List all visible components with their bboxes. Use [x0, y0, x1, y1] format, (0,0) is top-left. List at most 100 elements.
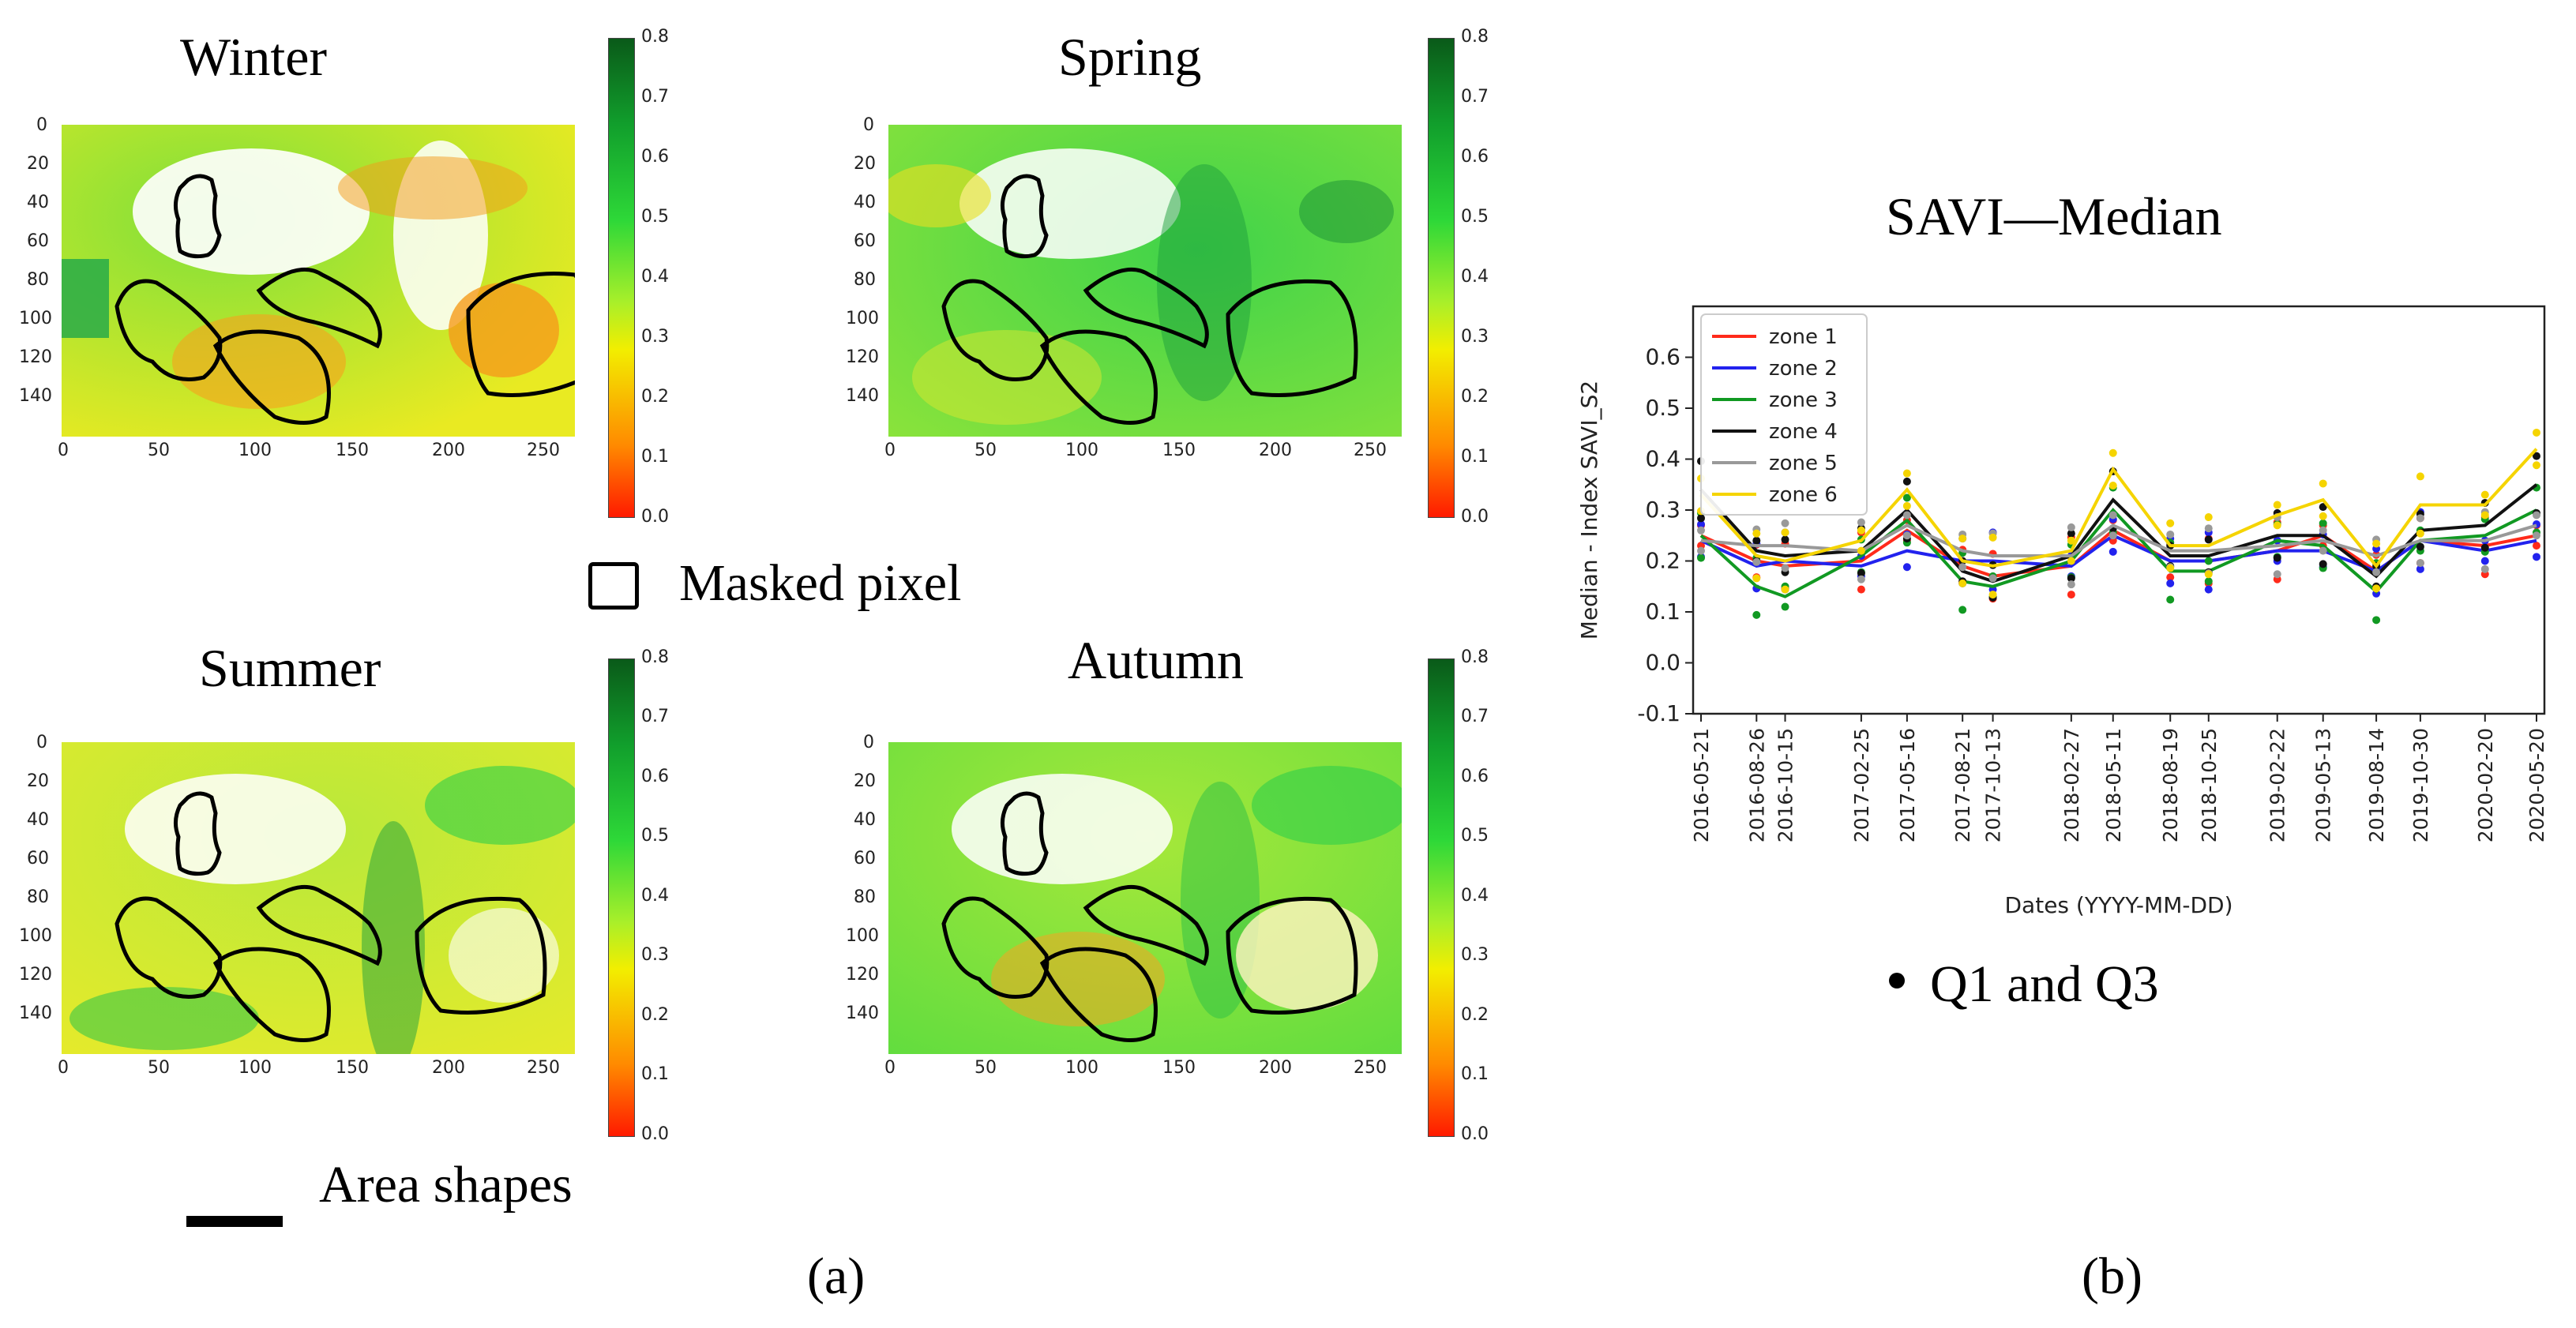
q1-point [1781, 585, 1789, 594]
x-tick: 50 [148, 441, 170, 460]
x-tick: 50 [974, 1058, 997, 1078]
x-tick: 150 [1162, 441, 1196, 460]
q3-point [1857, 526, 1865, 535]
q1-point [2319, 512, 2327, 520]
q3-point [2204, 524, 2213, 533]
y-tick: 140 [19, 1004, 52, 1023]
x-tick-label: 2016-08-26 [1745, 728, 1768, 842]
q1-point [1958, 563, 1967, 572]
q1-point [1958, 579, 1967, 587]
q1-point [2108, 547, 2117, 556]
x-tick-label: 2020-02-20 [2474, 728, 2497, 842]
y-tick: 100 [19, 926, 52, 946]
q1-point [2319, 560, 2327, 568]
legend-box [1700, 313, 1868, 516]
q1-point [2273, 570, 2281, 579]
x-tick-label: 2017-10-13 [1982, 728, 2005, 842]
colorbar-tick: 0.3 [1461, 327, 1489, 347]
y-tick: 120 [19, 965, 52, 985]
q3-point [2533, 511, 2540, 520]
q3-point [2533, 452, 2540, 460]
q1-point [1902, 563, 1911, 572]
colorbar-tick: 0.1 [641, 447, 669, 467]
y-tick: 120 [846, 965, 879, 985]
legend-label: zone 6 [1769, 483, 1838, 507]
colorbar-tick: 0.3 [641, 945, 669, 965]
colorbar-tick: 0.2 [1461, 1005, 1489, 1025]
q3-point [1958, 535, 1967, 543]
x-tick-label: 2018-10-25 [2198, 728, 2221, 842]
q1-point [2480, 557, 2489, 565]
x-tick-label: 2018-02-27 [2060, 728, 2083, 842]
x-tick-label: 2019-05-13 [2312, 728, 2335, 842]
q3-point [2067, 536, 2075, 545]
q1-point [2166, 579, 2175, 587]
q1-point [2533, 531, 2540, 540]
series-line [1699, 448, 2538, 569]
q1-point [2416, 529, 2424, 538]
y-tick: 0 [863, 115, 874, 135]
x-tick: 50 [148, 1058, 170, 1078]
q1-point [1988, 574, 1997, 583]
q3-point [2273, 501, 2281, 509]
x-axis-label: Dates (YYYY-MM-DD) [2005, 892, 2233, 918]
colorbar-tick: 0.7 [641, 707, 669, 726]
q3-point [1752, 536, 1761, 545]
y-tick: 140 [846, 1004, 879, 1023]
colorbar [1428, 38, 1455, 518]
q3-point [2319, 519, 2327, 527]
colorbar-tick: 0.8 [641, 647, 669, 667]
colorbar-tick: 0.3 [641, 327, 669, 347]
colorbar [1428, 658, 1455, 1137]
x-tick: 250 [527, 441, 560, 460]
q1-point [2273, 521, 2281, 530]
q3-point [2166, 530, 2175, 538]
x-tick: 100 [238, 441, 272, 460]
x-tick: 150 [1162, 1058, 1196, 1078]
panel-b-label: (b) [2082, 1247, 2142, 1305]
q1-point [2166, 564, 2175, 572]
colorbar-tick: 0.2 [641, 387, 669, 407]
y-tick: 0 [36, 115, 47, 135]
q1-point [2166, 573, 2175, 582]
y-tick: 80 [27, 887, 49, 907]
y-tick: 100 [19, 309, 52, 328]
map-image [888, 742, 1402, 1054]
x-tick: 0 [884, 1058, 896, 1078]
x-tick-label: 2016-10-15 [1774, 728, 1797, 842]
y-tick: 60 [27, 849, 49, 868]
y-axis-label: Median - Index SAVI_S2 [1576, 381, 1602, 640]
colorbar-tick: 0.6 [641, 767, 669, 786]
legend-label: zone 3 [1769, 388, 1838, 412]
y-tick-label: 0.6 [1645, 344, 1680, 370]
q3-point [1781, 535, 1789, 544]
q1-point [2416, 565, 2424, 573]
colorbar-tick: 0.0 [1461, 1124, 1489, 1144]
q1-point [1781, 564, 1789, 572]
masked-pixel-swatch [588, 562, 639, 610]
y-tick-label: 0.2 [1645, 548, 1680, 574]
q1-point [2166, 595, 2175, 604]
y-tick: 100 [846, 926, 879, 946]
q1-point [1697, 546, 1705, 555]
q1-point [2067, 574, 2075, 583]
area-shapes-label: Area shapes [319, 1156, 573, 1214]
colorbar-tick: 0.4 [641, 267, 669, 287]
q3-point [1697, 520, 1705, 529]
legend-label: zone 1 [1769, 325, 1838, 349]
q1-point [1697, 553, 1705, 562]
series-line [1699, 507, 2537, 598]
colorbar-tick: 0.5 [641, 826, 669, 846]
colorbar-tick: 0.4 [1461, 267, 1489, 287]
x-tick: 100 [1065, 441, 1098, 460]
x-tick-label: 2019-08-14 [2365, 728, 2388, 842]
q1-point [1857, 575, 1865, 583]
map-image [62, 125, 575, 437]
x-tick-label: 2018-05-11 [2102, 728, 2125, 842]
q1-point [1902, 501, 1911, 510]
x-tick: 250 [527, 1058, 560, 1078]
y-tick-label: 0.0 [1645, 650, 1680, 676]
q1-point [1958, 606, 1967, 614]
map-title: Summer [199, 638, 381, 698]
q1-point [2273, 553, 2281, 562]
